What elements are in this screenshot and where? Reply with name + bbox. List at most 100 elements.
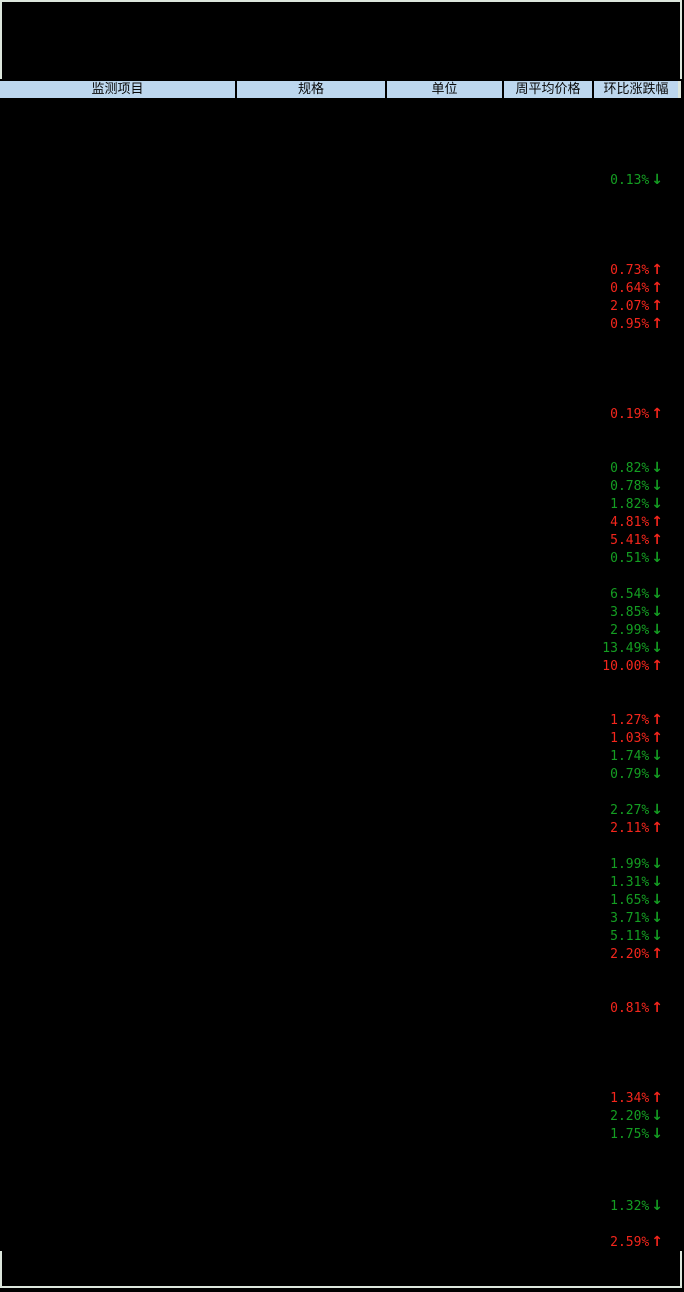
down-arrow-icon: ↓ xyxy=(651,550,663,566)
up-arrow-icon: ↑ xyxy=(651,514,663,530)
change-cell: 1.34% ↑ xyxy=(592,1088,678,1106)
table-row xyxy=(0,134,684,152)
table-row: 3.85% ↓ xyxy=(0,602,684,620)
up-arrow-icon: ↑ xyxy=(651,280,663,296)
down-arrow-icon: ↓ xyxy=(651,874,663,890)
table-row: 1.74% ↓ xyxy=(0,746,684,764)
down-arrow-icon: ↓ xyxy=(651,496,663,512)
table-row xyxy=(0,350,684,368)
change-value: 1.74% xyxy=(610,749,650,764)
change-value: 0.79% xyxy=(610,767,650,782)
table-row xyxy=(0,368,684,386)
table-row: 2.20% ↑ xyxy=(0,944,684,962)
up-arrow-icon: ↑ xyxy=(651,262,663,278)
down-arrow-icon: ↓ xyxy=(651,856,663,872)
change-cell: 0.79% ↓ xyxy=(592,764,678,782)
table-row: 4.81% ↑ xyxy=(0,512,684,530)
change-value: 1.27% xyxy=(610,713,650,728)
table-row xyxy=(0,332,684,350)
down-arrow-icon: ↓ xyxy=(651,928,663,944)
table-right-border xyxy=(678,81,681,98)
table-row xyxy=(0,98,684,116)
change-value: 2.20% xyxy=(610,1109,650,1124)
change-cell: 2.20% ↓ xyxy=(592,1106,678,1124)
table-row xyxy=(0,1034,684,1052)
table-row: 0.81% ↑ xyxy=(0,998,684,1016)
change-value: 1.34% xyxy=(610,1091,650,1106)
down-arrow-icon: ↓ xyxy=(651,586,663,602)
header-cell-wow-change: 环比涨跌幅 xyxy=(592,81,678,98)
report-title-area xyxy=(0,0,682,79)
change-cell: 2.20% ↑ xyxy=(592,944,678,962)
change-value: 2.59% xyxy=(610,1235,650,1250)
up-arrow-icon: ↑ xyxy=(651,1234,663,1250)
change-cell: 2.99% ↓ xyxy=(592,620,678,638)
header-cell-unit: 单位 xyxy=(385,81,502,98)
table-row: 1.99% ↓ xyxy=(0,854,684,872)
up-arrow-icon: ↑ xyxy=(651,406,663,422)
change-cell: 0.13% ↓ xyxy=(592,170,678,188)
down-arrow-icon: ↓ xyxy=(651,478,663,494)
change-cell: 5.11% ↓ xyxy=(592,926,678,944)
table-row: 1.32% ↓ xyxy=(0,1196,684,1214)
down-arrow-icon: ↓ xyxy=(651,910,663,926)
change-value: 1.03% xyxy=(610,731,650,746)
change-value: 0.51% xyxy=(610,551,650,566)
up-arrow-icon: ↑ xyxy=(651,820,663,836)
change-value: 2.11% xyxy=(610,821,650,836)
change-value: 1.65% xyxy=(610,893,650,908)
change-value: 0.19% xyxy=(610,407,650,422)
table-row xyxy=(0,1214,684,1232)
change-value: 1.82% xyxy=(610,497,650,512)
table-row xyxy=(0,242,684,260)
up-arrow-icon: ↑ xyxy=(651,946,663,962)
table-row: 0.78% ↓ xyxy=(0,476,684,494)
change-cell: 1.99% ↓ xyxy=(592,854,678,872)
change-value: 3.71% xyxy=(610,911,650,926)
table-row: 1.82% ↓ xyxy=(0,494,684,512)
down-arrow-icon: ↓ xyxy=(651,766,663,782)
table-row: 13.49% ↓ xyxy=(0,638,684,656)
down-arrow-icon: ↓ xyxy=(651,1108,663,1124)
table-row: 6.54% ↓ xyxy=(0,584,684,602)
table-row: 1.31% ↓ xyxy=(0,872,684,890)
change-cell: 0.73% ↑ xyxy=(592,260,678,278)
down-arrow-icon: ↓ xyxy=(651,802,663,818)
table-row: 0.13% ↓ xyxy=(0,170,684,188)
change-cell: 3.85% ↓ xyxy=(592,602,678,620)
down-arrow-icon: ↓ xyxy=(651,172,663,188)
up-arrow-icon: ↑ xyxy=(651,1090,663,1106)
change-value: 5.11% xyxy=(610,929,650,944)
down-arrow-icon: ↓ xyxy=(651,622,663,638)
header-cell-specification: 规格 xyxy=(235,81,385,98)
change-cell: 1.03% ↑ xyxy=(592,728,678,746)
up-arrow-icon: ↑ xyxy=(651,298,663,314)
table-row xyxy=(0,962,684,980)
table-row: 2.11% ↑ xyxy=(0,818,684,836)
change-value: 1.75% xyxy=(610,1127,650,1142)
up-arrow-icon: ↑ xyxy=(651,658,663,674)
down-arrow-icon: ↓ xyxy=(651,1198,663,1214)
table-row xyxy=(0,152,684,170)
table-row xyxy=(0,206,684,224)
change-cell: 0.19% ↑ xyxy=(592,404,678,422)
table-row: 0.64% ↑ xyxy=(0,278,684,296)
change-cell: 2.27% ↓ xyxy=(592,800,678,818)
table-row: 3.71% ↓ xyxy=(0,908,684,926)
change-value: 0.82% xyxy=(610,461,650,476)
change-value: 2.20% xyxy=(610,947,650,962)
change-cell: 1.31% ↓ xyxy=(592,872,678,890)
table-row: 1.75% ↓ xyxy=(0,1124,684,1142)
up-arrow-icon: ↑ xyxy=(651,730,663,746)
table-row xyxy=(0,386,684,404)
change-value: 3.85% xyxy=(610,605,650,620)
table-row: 2.99% ↓ xyxy=(0,620,684,638)
change-value: 10.00% xyxy=(602,659,650,674)
table-row xyxy=(0,422,684,440)
change-cell: 0.95% ↑ xyxy=(592,314,678,332)
change-cell: 1.27% ↑ xyxy=(592,710,678,728)
table-row: 1.27% ↑ xyxy=(0,710,684,728)
change-cell: 4.81% ↑ xyxy=(592,512,678,530)
change-value: 1.99% xyxy=(610,857,650,872)
